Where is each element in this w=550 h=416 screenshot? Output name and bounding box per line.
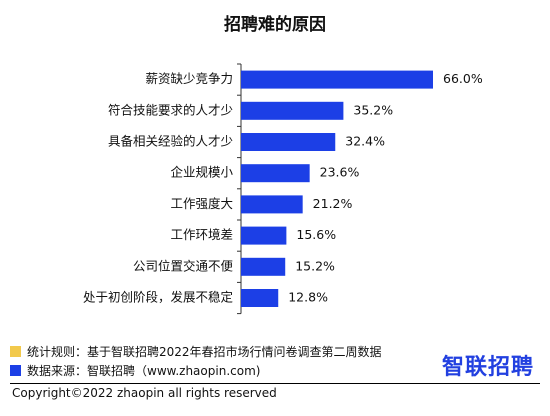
- bar: [241, 257, 286, 276]
- footer-divider: [10, 383, 540, 384]
- value-label: 12.8%: [288, 290, 328, 305]
- value-label: 23.6%: [320, 165, 360, 180]
- category-label: 企业规模小: [170, 165, 233, 180]
- value-label: 15.6%: [296, 227, 336, 242]
- category-label: 工作环境差: [170, 227, 233, 242]
- footnote-rule-text: 统计规则：基于智联招聘2022年春招市场行情问卷调查第二周数据: [27, 345, 382, 359]
- bar: [241, 195, 303, 214]
- category-label: 公司位置交通不便: [133, 258, 234, 273]
- value-label: 66.0%: [443, 71, 483, 86]
- footnote-source-text: 数据来源：智联招聘（www.zhaopin.com): [27, 364, 261, 378]
- bar: [241, 226, 287, 245]
- category-label: 符合技能要求的人才少: [108, 102, 233, 117]
- bar: [241, 101, 344, 120]
- value-label: 15.2%: [295, 258, 335, 273]
- bar: [241, 164, 310, 183]
- chart-title: 招聘难的原因: [224, 15, 326, 35]
- blue-square-icon: [10, 365, 21, 376]
- bar: [241, 133, 336, 151]
- category-label: 工作强度大: [170, 196, 233, 211]
- value-label: 21.2%: [313, 196, 353, 211]
- bar: [241, 70, 433, 89]
- copyright-text: Copyright©2022 zhaopin all rights reserv…: [12, 386, 277, 400]
- category-label: 具备相关经验的人才少: [108, 134, 233, 149]
- footnote-source: 数据来源：智联招聘（www.zhaopin.com): [10, 362, 260, 379]
- footnote-rule: 统计规则：基于智联招聘2022年春招市场行情问卷调查第二周数据: [10, 343, 382, 360]
- bar: [241, 289, 279, 307]
- brand-logo: 智联招聘: [442, 355, 535, 380]
- yellow-square-icon: [10, 346, 21, 357]
- category-label: 薪资缺少竞争力: [145, 71, 233, 86]
- value-label: 35.2%: [353, 102, 393, 117]
- category-label: 处于初创阶段，发展不稳定: [83, 290, 233, 305]
- value-label: 32.4%: [345, 134, 385, 149]
